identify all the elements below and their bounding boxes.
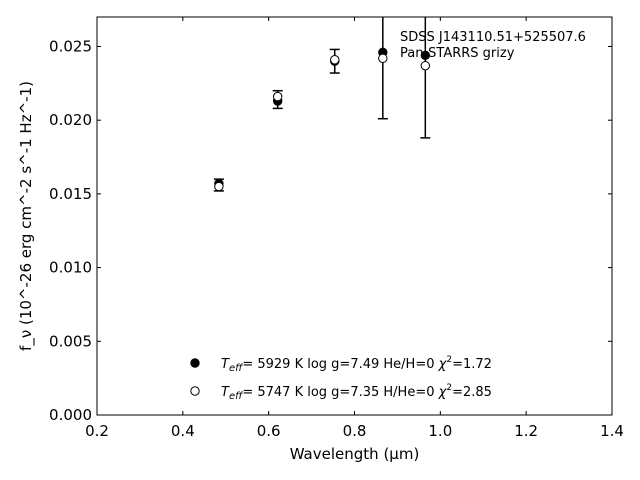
y-tick-label: 0.000 <box>49 406 92 424</box>
y-tick-label: 0.025 <box>49 37 92 55</box>
model-point-open <box>378 53 388 63</box>
y-axis-label: f_ν (10^-26 erg cm^-2 s^-1 Hz^-1) <box>17 81 36 351</box>
y-tick-label: 0.015 <box>49 185 92 203</box>
data-layer <box>213 17 431 192</box>
model-point-open <box>330 55 340 65</box>
x-axis-label: Wavelength (μm) <box>290 445 420 463</box>
model-point-filled <box>420 50 431 61</box>
model-point-open <box>420 60 431 71</box>
clipped-data <box>213 17 431 192</box>
x-tick-label: 0.8 <box>343 422 367 440</box>
x-tick-label: 0.4 <box>171 422 195 440</box>
y-tick-label: 0.020 <box>49 111 92 129</box>
annotation-object-name: SDSS J143110.51+525507.6 <box>400 30 586 45</box>
legend-marker-open <box>190 386 200 396</box>
model-point-open <box>272 91 283 102</box>
legend-entry: Teff= 5929 K log g=7.49 He/H=0 χ2=1.72 <box>190 355 492 374</box>
legend: Teff= 5929 K log g=7.49 He/H=0 χ2=1.72 Te… <box>190 355 492 402</box>
annotation-photometry: Pan-STARRS grizy <box>400 46 515 61</box>
x-tick-label: 1.4 <box>600 422 624 440</box>
axes-frame <box>96 16 613 416</box>
ticks: 0.2 0.4 0.6 0.8 1.0 1.2 1.4 0.000 0.005 0.010 0.01… <box>49 17 624 440</box>
legend-marker-filled <box>190 358 200 368</box>
legend-entry: Teff= 5747 K log g=7.35 H/He=0 χ2=2.85 <box>190 383 492 402</box>
x-tick-label: 0.6 <box>257 422 281 440</box>
x-tick-label: 0.2 <box>85 422 109 440</box>
y-tick-label: 0.010 <box>49 259 92 277</box>
y-tick-label: 0.005 <box>49 332 92 350</box>
model-point-open <box>214 181 224 192</box>
x-tick-label: 1.2 <box>514 422 538 440</box>
legend-label: Teff= 5747 K log g=7.35 H/He=0 χ2=2.85 <box>221 383 492 402</box>
x-tick-label: 1.0 <box>428 422 452 440</box>
legend-label: Teff= 5929 K log g=7.49 He/H=0 χ2=1.72 <box>221 355 492 374</box>
